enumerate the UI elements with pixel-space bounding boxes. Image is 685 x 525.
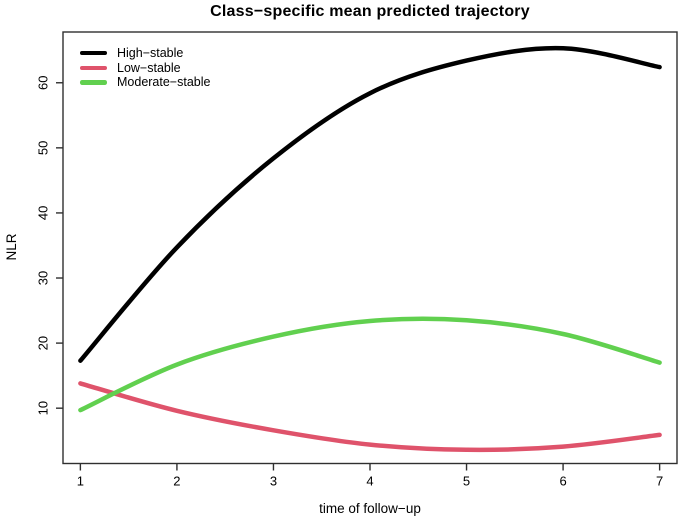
legend-line-swatch bbox=[80, 65, 107, 70]
y-axis-label: NLR bbox=[4, 233, 19, 260]
series-line-moderate-stable bbox=[78, 316, 662, 413]
y-tick-label: 20 bbox=[36, 336, 51, 350]
x-tick-label: 1 bbox=[77, 474, 84, 489]
y-tick-label: 50 bbox=[36, 141, 51, 155]
legend-line-swatch bbox=[80, 51, 107, 56]
x-tick-label: 4 bbox=[366, 474, 373, 489]
y-tick-label: 30 bbox=[36, 271, 51, 285]
legend-line-swatch bbox=[80, 80, 107, 85]
y-tick-label: 40 bbox=[36, 206, 51, 220]
legend-label: High−stable bbox=[117, 46, 184, 61]
legend-label: Low−stable bbox=[117, 60, 181, 75]
legend-item-high-stable: High−stable bbox=[80, 46, 210, 61]
x-tick-label: 3 bbox=[270, 474, 277, 489]
series-line-high-stable bbox=[78, 45, 662, 363]
legend-item-low-stable: Low−stable bbox=[80, 61, 210, 76]
series-line-low-stable bbox=[78, 381, 662, 453]
x-tick-label: 2 bbox=[173, 474, 180, 489]
x-tick-label: 5 bbox=[463, 474, 470, 489]
x-tick-label: 7 bbox=[656, 474, 663, 489]
plot-box bbox=[62, 31, 678, 465]
legend: High−stable Low−stable Moderate−stable bbox=[80, 46, 210, 90]
legend-label: Moderate−stable bbox=[117, 75, 211, 90]
y-tick-label: 60 bbox=[36, 76, 51, 90]
x-axis-label: time of follow−up bbox=[319, 501, 421, 516]
y-tick-label: 10 bbox=[36, 401, 51, 415]
legend-item-moderate-stable: Moderate−stable bbox=[80, 75, 210, 90]
x-tick-label: 6 bbox=[559, 474, 566, 489]
chart-title: Class−specific mean predicted trajectory bbox=[210, 3, 530, 20]
